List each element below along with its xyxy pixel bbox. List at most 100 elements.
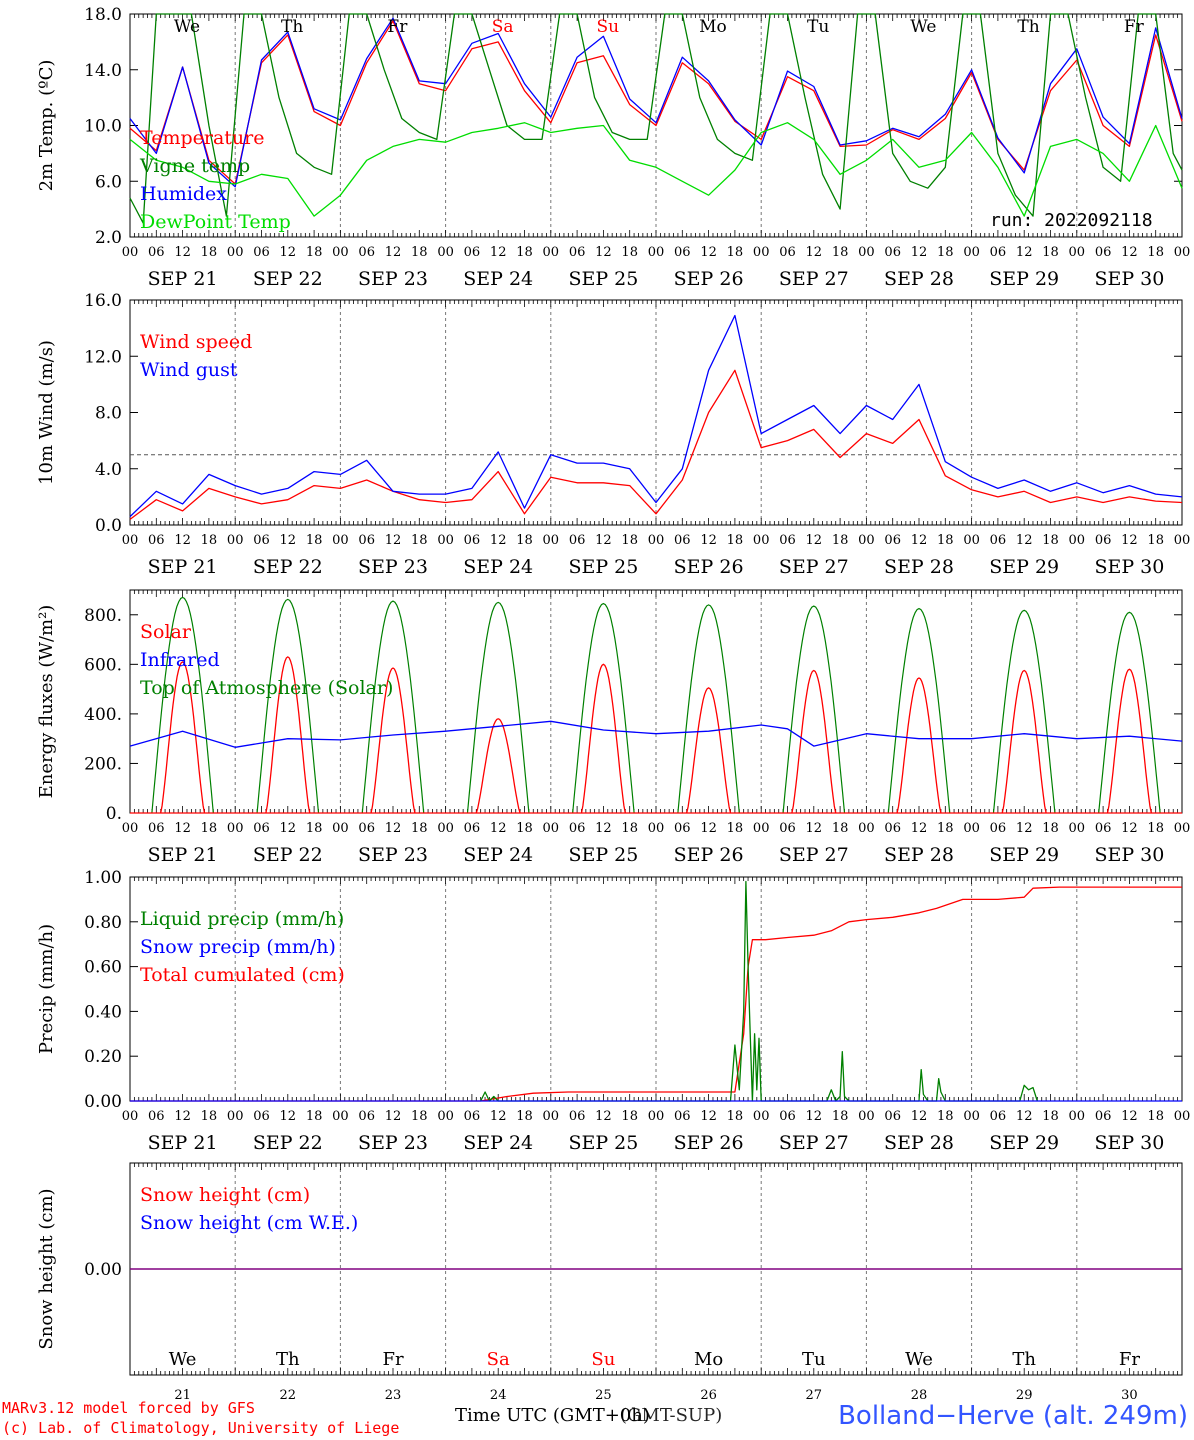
date-label: SEP 30 bbox=[1094, 1132, 1164, 1154]
weekday-label: Th bbox=[1012, 1349, 1036, 1370]
date-label: SEP 27 bbox=[779, 1132, 849, 1154]
hour-tick-label: 12 bbox=[911, 1109, 928, 1124]
series-line bbox=[480, 880, 1038, 1102]
y-tick-label: 0.20 bbox=[84, 1047, 122, 1067]
hour-tick-label: 00 bbox=[753, 533, 770, 548]
y-tick-label: 0.80 bbox=[84, 913, 122, 933]
hour-tick-label: 00 bbox=[227, 245, 244, 260]
hour-tick-label: 18 bbox=[1147, 245, 1164, 260]
legend-label: Total cumulated (cm) bbox=[140, 964, 345, 986]
y-axis-label: 10m Wind (m/s) bbox=[36, 340, 57, 485]
hour-tick-label: 06 bbox=[990, 1109, 1007, 1124]
date-label: SEP 23 bbox=[358, 1132, 428, 1154]
hour-tick-label: 06 bbox=[464, 821, 481, 836]
date-label: SEP 27 bbox=[779, 268, 849, 290]
hour-tick-label: 18 bbox=[727, 1109, 744, 1124]
date-label: SEP 21 bbox=[148, 268, 218, 290]
day-number-label: 25 bbox=[595, 1388, 612, 1403]
hour-tick-label: 18 bbox=[516, 533, 533, 548]
hour-tick-label: 12 bbox=[806, 821, 823, 836]
hour-tick-label: 18 bbox=[937, 245, 954, 260]
hour-tick-label: 06 bbox=[1095, 245, 1112, 260]
hour-tick-label: 12 bbox=[385, 245, 402, 260]
date-label: SEP 21 bbox=[148, 1132, 218, 1154]
legend-label: Snow precip (mm/h) bbox=[140, 936, 336, 958]
hour-tick-label: 06 bbox=[990, 245, 1007, 260]
hour-tick-label: 00 bbox=[858, 1109, 875, 1124]
hour-tick-label: 06 bbox=[884, 821, 901, 836]
hour-tick-label: 12 bbox=[806, 245, 823, 260]
hour-tick-label: 12 bbox=[1121, 533, 1138, 548]
y-tick-label: 0.00 bbox=[84, 1092, 122, 1112]
y-tick-label: 400. bbox=[84, 705, 122, 725]
hour-tick-label: 06 bbox=[464, 533, 481, 548]
hour-tick-label: 06 bbox=[779, 1109, 796, 1124]
hour-tick-label: 12 bbox=[280, 821, 297, 836]
hour-tick-label: 12 bbox=[806, 1109, 823, 1124]
y-tick-label: 0.60 bbox=[84, 958, 122, 978]
hour-tick-label: 18 bbox=[621, 821, 638, 836]
hour-tick-label: 12 bbox=[280, 1109, 297, 1124]
weekday-label: Th bbox=[276, 1349, 300, 1370]
hour-tick-label: 06 bbox=[1095, 821, 1112, 836]
hour-tick-label: 18 bbox=[1042, 1109, 1059, 1124]
y-axis-label: Snow height (cm) bbox=[36, 1188, 57, 1349]
hour-tick-label: 18 bbox=[516, 245, 533, 260]
y-tick-label: 6.0 bbox=[95, 172, 122, 192]
hour-tick-label: 00 bbox=[648, 1109, 665, 1124]
hour-tick-label: 12 bbox=[911, 821, 928, 836]
date-label: SEP 30 bbox=[1094, 268, 1164, 290]
hour-tick-label: 00 bbox=[227, 533, 244, 548]
hour-tick-label: 00 bbox=[543, 245, 560, 260]
hour-tick-label: 06 bbox=[990, 821, 1007, 836]
y-tick-label: 800. bbox=[84, 606, 122, 626]
series-line bbox=[129, 17, 1183, 188]
series-line-toa bbox=[782, 605, 846, 814]
hour-tick-label: 00 bbox=[1069, 821, 1086, 836]
hour-tick-label: 12 bbox=[174, 1109, 191, 1124]
hour-tick-label: 12 bbox=[700, 245, 717, 260]
date-label: SEP 23 bbox=[358, 556, 428, 578]
hour-tick-label: 00 bbox=[753, 1109, 770, 1124]
hour-tick-label: 06 bbox=[464, 245, 481, 260]
weekday-label: We bbox=[169, 1349, 197, 1370]
y-tick-label: 200. bbox=[84, 754, 122, 774]
series-line-solar bbox=[370, 667, 416, 814]
hour-tick-label: 18 bbox=[937, 821, 954, 836]
series-line-solar bbox=[580, 663, 626, 814]
weekday-label: Su bbox=[591, 1349, 615, 1370]
hour-tick-label: 00 bbox=[858, 245, 875, 260]
hour-tick-label: 18 bbox=[727, 821, 744, 836]
hour-tick-label: 12 bbox=[385, 1109, 402, 1124]
date-label: SEP 26 bbox=[674, 556, 744, 578]
hour-tick-label: 00 bbox=[1174, 245, 1191, 260]
hour-tick-label: 06 bbox=[148, 245, 165, 260]
date-label: SEP 24 bbox=[463, 1132, 533, 1154]
day-number-label: 28 bbox=[911, 1388, 928, 1403]
hour-tick-label: 06 bbox=[569, 533, 586, 548]
hour-tick-label: 00 bbox=[122, 1109, 139, 1124]
day-number-label: 23 bbox=[385, 1388, 402, 1403]
plot-frame bbox=[129, 589, 1183, 814]
hour-tick-label: 12 bbox=[806, 533, 823, 548]
date-label: SEP 26 bbox=[674, 844, 744, 866]
hour-tick-label: 06 bbox=[148, 1109, 165, 1124]
date-label: SEP 24 bbox=[463, 844, 533, 866]
hour-tick-label: 00 bbox=[648, 245, 665, 260]
y-tick-label: 0. bbox=[106, 804, 122, 824]
y-tick-label: 0.0 bbox=[95, 516, 122, 536]
date-label: SEP 25 bbox=[568, 556, 638, 578]
series-line-solar bbox=[686, 687, 732, 814]
weekday-label: Tu bbox=[807, 17, 829, 37]
date-label: SEP 29 bbox=[989, 268, 1059, 290]
series-line-solar bbox=[265, 656, 311, 814]
hour-tick-label: 06 bbox=[358, 821, 375, 836]
series-line-toa bbox=[572, 602, 635, 814]
y-tick-label: 10.0 bbox=[84, 117, 122, 137]
y-tick-label: 12.0 bbox=[84, 347, 122, 367]
date-label: SEP 29 bbox=[989, 556, 1059, 578]
hour-tick-label: 12 bbox=[595, 533, 612, 548]
hour-tick-label: 00 bbox=[963, 1109, 980, 1124]
hour-tick-label: 00 bbox=[648, 821, 665, 836]
